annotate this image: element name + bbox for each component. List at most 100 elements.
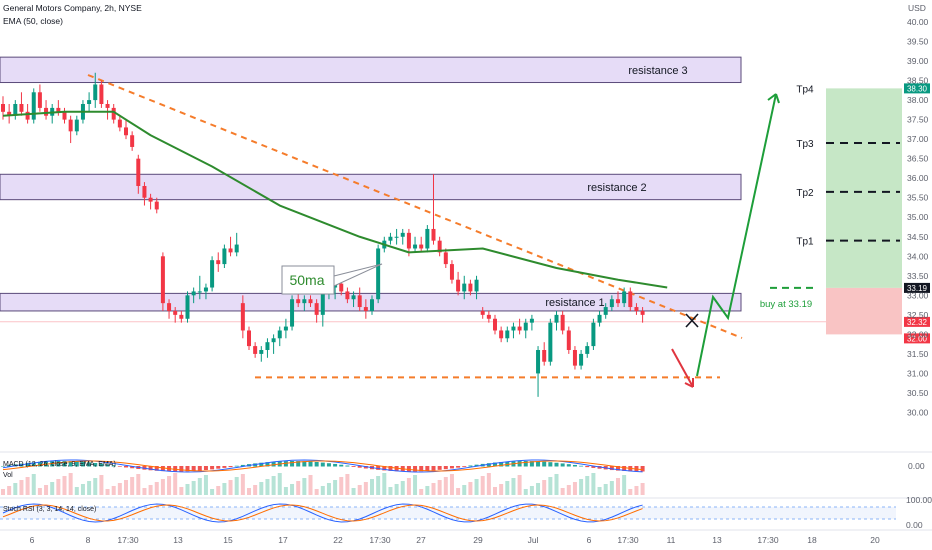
volume-bar	[382, 473, 387, 495]
price-tick: 32.50	[907, 310, 929, 320]
price-tick: 34.50	[907, 232, 929, 242]
volume-bar	[185, 484, 190, 495]
volume-bar	[210, 489, 215, 495]
macd-bar	[234, 465, 239, 467]
volume-bar	[44, 485, 49, 495]
candle-body	[616, 299, 620, 304]
candle-body	[44, 107, 49, 116]
volume-bar	[154, 482, 159, 495]
macd-bar	[197, 466, 202, 471]
candle-body	[253, 346, 258, 354]
candle-body	[388, 236, 393, 241]
volume-bar	[283, 487, 288, 495]
time-axis: 6 8 17:30 13 15 17 22 17:30 27 29 Jul 6 17:30 11 13 17:…	[0, 529, 932, 545]
candle-body	[259, 350, 264, 354]
candle-body	[511, 326, 516, 331]
volume-bar	[247, 488, 251, 495]
macd-bar	[74, 461, 79, 467]
volume-bar	[37, 488, 42, 495]
candle-body	[363, 307, 368, 311]
volume-bar	[142, 488, 147, 495]
volume-bar	[302, 478, 307, 495]
price-tag-bg	[904, 316, 930, 327]
candle-body	[197, 291, 202, 293]
macd-bar	[326, 463, 331, 467]
volume-bar	[616, 478, 620, 495]
macd-bar	[388, 466, 393, 471]
volume-bar	[314, 489, 319, 495]
macd-bar	[560, 463, 565, 467]
volume-bar	[222, 483, 227, 495]
time-tick: 13	[173, 535, 183, 545]
candle-body	[160, 256, 165, 304]
candle-body	[603, 307, 608, 315]
macd-bar	[468, 465, 473, 467]
candle-body	[554, 314, 559, 323]
time-tick: 13	[712, 535, 722, 545]
volume-bar	[173, 473, 178, 495]
volume-bar	[351, 488, 356, 495]
candle-body	[314, 303, 319, 315]
macd-bar	[80, 461, 85, 467]
macd-bar	[259, 462, 264, 467]
macd-bar	[554, 462, 559, 467]
volume-bar	[148, 485, 153, 495]
candle-body	[376, 248, 381, 300]
candle-body	[505, 330, 510, 339]
macd-bar	[314, 462, 319, 467]
macd-bar	[25, 462, 30, 467]
volume-bar	[271, 476, 276, 495]
price-tick: 33.00	[907, 290, 929, 300]
candle-body	[572, 350, 577, 366]
candle-body	[566, 330, 571, 350]
macd-bar	[105, 464, 110, 467]
price-tick: 31.50	[907, 349, 929, 359]
candle-body	[216, 260, 221, 265]
ema-legend: EMA (50, close)	[3, 16, 63, 26]
macd-bar	[474, 464, 479, 467]
stoch-d	[2, 504, 643, 522]
macd-bar	[99, 463, 104, 467]
candle-body	[37, 92, 42, 108]
candle-body	[130, 135, 135, 147]
down-arrow	[671, 348, 694, 388]
candle-body	[413, 244, 418, 249]
macd-bar	[548, 462, 553, 467]
price-tick: 38.50	[907, 76, 929, 86]
price-tick: 38.00	[907, 95, 929, 105]
price-tag-bg	[904, 282, 930, 293]
volume-bar	[585, 476, 590, 495]
candle-body	[210, 260, 215, 288]
volume-bar	[413, 475, 418, 495]
price-tag-bg	[904, 333, 930, 344]
time-tick: 17:30	[369, 535, 391, 545]
macd-bar	[31, 462, 36, 467]
volume-bar	[517, 475, 522, 495]
candle-body	[74, 119, 79, 132]
volume-bar	[603, 484, 608, 495]
price-tick: 32.00	[907, 329, 929, 339]
volume-bar	[124, 480, 128, 495]
zone-label: resistance 2	[587, 182, 646, 194]
volume-bar	[363, 482, 368, 495]
time-tick: Jul	[528, 535, 539, 545]
candle-body	[271, 338, 276, 343]
price-tick: 33.50	[907, 271, 929, 281]
candle-body	[609, 299, 614, 308]
volume-bar	[68, 473, 73, 495]
price-tick: 31.00	[907, 368, 929, 378]
volume-bar	[622, 475, 627, 495]
volume-bar	[376, 476, 381, 495]
macd-bar	[130, 466, 135, 469]
macd-bar	[296, 461, 301, 467]
ema50-line	[2, 110, 668, 289]
volume-bar	[511, 478, 516, 495]
candle-body	[7, 111, 12, 116]
macd-bar	[68, 461, 73, 467]
volume-bar	[160, 479, 165, 495]
volume-bar	[628, 489, 633, 495]
macd-bar	[216, 466, 221, 469]
macd-bar	[499, 461, 504, 467]
